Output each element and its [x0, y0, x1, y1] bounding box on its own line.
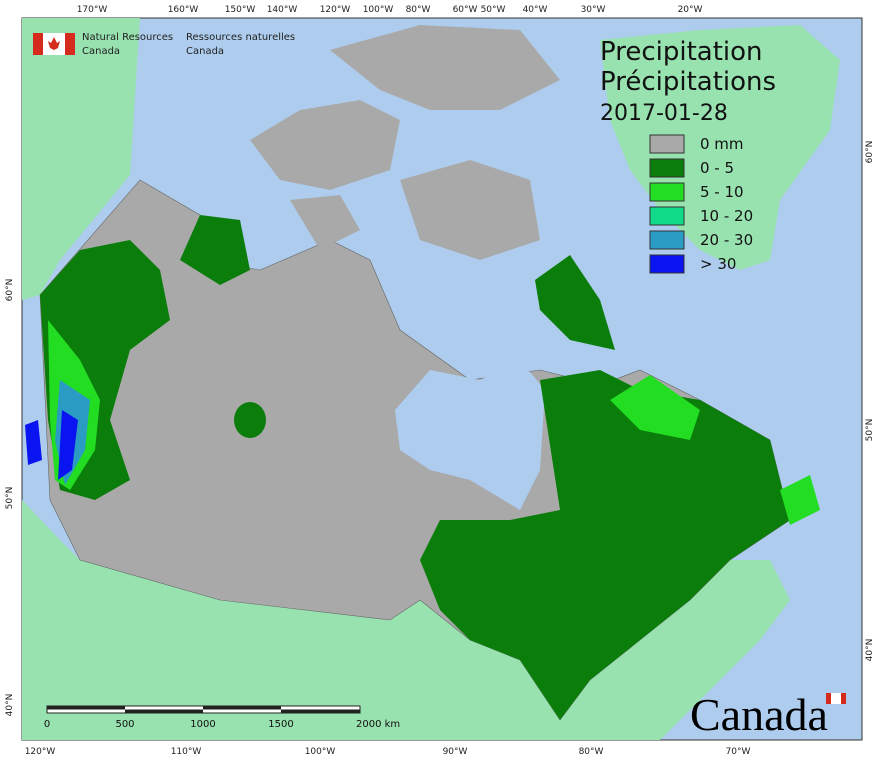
- wordmark-flag: [826, 693, 831, 704]
- arctic-island: [400, 160, 540, 260]
- graticule-label: 40°W: [523, 5, 548, 15]
- graticule-label: 50°N: [865, 419, 875, 442]
- graticule-label: 30°W: [581, 5, 606, 15]
- legend-swatch: [649, 134, 685, 154]
- arctic-island: [290, 195, 360, 250]
- scale-label: 1500: [268, 719, 293, 730]
- scale-bar: [46, 705, 361, 714]
- agency-fr: Canada: [186, 46, 224, 57]
- graticule-label: 170°W: [77, 5, 108, 15]
- graticule-label: 80°W: [579, 747, 604, 757]
- title-en: Precipitation: [600, 37, 763, 67]
- precip-area: [420, 370, 790, 720]
- precip-area: [780, 475, 820, 525]
- agency-fr: Ressources naturelles: [186, 32, 295, 43]
- nrcan-flag: [33, 33, 75, 55]
- agency-en: Canada: [82, 46, 120, 57]
- legend-swatch: [649, 182, 685, 202]
- graticule-label: 90°W: [443, 747, 468, 757]
- scale-label: 500: [115, 719, 134, 730]
- graticule-label: 60°N: [865, 141, 875, 164]
- graticule-label: 50°W: [481, 5, 506, 15]
- agency-en: Natural Resources: [82, 32, 173, 43]
- legend-label: 5 - 10: [700, 183, 744, 201]
- wordmark: Canada: [690, 689, 828, 740]
- united-states: [22, 500, 790, 740]
- arctic-island: [330, 25, 560, 110]
- scale-label: 1000: [190, 719, 215, 730]
- legend-swatch: [649, 158, 685, 178]
- arctic-island: [250, 100, 400, 190]
- legend-label: 10 - 20: [700, 207, 753, 225]
- precip-area: [25, 420, 42, 465]
- precip-area: [234, 402, 266, 438]
- graticule-label: 140°W: [267, 5, 298, 15]
- graticule-label: 160°W: [168, 5, 199, 15]
- graticule-label: 80°W: [406, 5, 431, 15]
- graticule-label: 110°W: [171, 747, 202, 757]
- graticule-label: 40°N: [865, 639, 875, 662]
- scale-label: 2000 km: [356, 719, 400, 730]
- precip-area: [180, 215, 250, 285]
- alaska: [22, 18, 140, 300]
- legend-swatch: [649, 230, 685, 250]
- legend-swatch: [649, 206, 685, 226]
- precip-area: [610, 375, 700, 440]
- graticule-label: 60°W: [453, 5, 478, 15]
- wordmark-flag: [826, 693, 846, 704]
- graticule-label: 20°W: [678, 5, 703, 15]
- wordmark-flag: [841, 693, 846, 704]
- title-date: 2017-01-28: [600, 101, 728, 126]
- graticule-label: 120°W: [25, 747, 56, 757]
- graticule-label: 40°N: [5, 694, 15, 717]
- legend-label: > 30: [700, 255, 736, 273]
- legend-label: 0 - 5: [700, 159, 734, 177]
- graticule-label: 50°N: [5, 487, 15, 510]
- hudson-bay: [395, 360, 545, 510]
- graticule-label: 70°W: [726, 747, 751, 757]
- graticule-label: 150°W: [225, 5, 256, 15]
- precip-area: [535, 255, 615, 350]
- graticule-label: 100°W: [363, 5, 394, 15]
- legend-label: 20 - 30: [700, 231, 753, 249]
- legend-swatch: [649, 254, 685, 274]
- precip-area: [58, 410, 78, 480]
- graticule-label: 60°N: [5, 279, 15, 302]
- legend-label: 0 mm: [700, 135, 744, 153]
- scale-label: 0: [44, 719, 50, 730]
- title-fr: Précipitations: [600, 67, 776, 97]
- graticule-label: 100°W: [305, 747, 336, 757]
- graticule-label: 120°W: [320, 5, 351, 15]
